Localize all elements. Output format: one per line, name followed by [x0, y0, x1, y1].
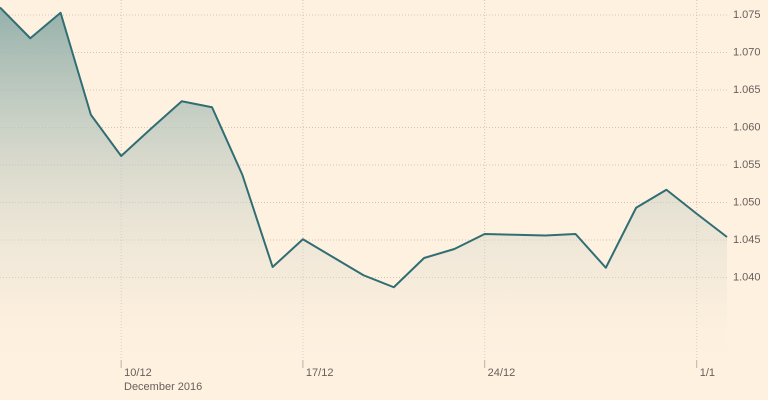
area: [0, 7, 727, 360]
y-tick-label: 1.050: [733, 196, 761, 208]
line: [0, 6, 728, 289]
y-tick-label: 1.075: [733, 9, 761, 21]
y-tick-label: 1.070: [733, 46, 761, 58]
x-sublabel: December 2016: [124, 381, 202, 393]
y-tick-label: 1.040: [733, 271, 761, 283]
x-tick-label: 10/12: [124, 367, 152, 379]
y-tick-label: 1.065: [733, 84, 761, 96]
y-tick-label: 1.055: [733, 159, 761, 171]
y-tick-label: 1.045: [733, 234, 761, 246]
x-tick-label: 1/1: [700, 367, 715, 379]
x-tick-label: 24/12: [488, 367, 516, 379]
x-tick-label: 17/12: [306, 367, 334, 379]
y-tick-label: 1.060: [733, 121, 761, 133]
